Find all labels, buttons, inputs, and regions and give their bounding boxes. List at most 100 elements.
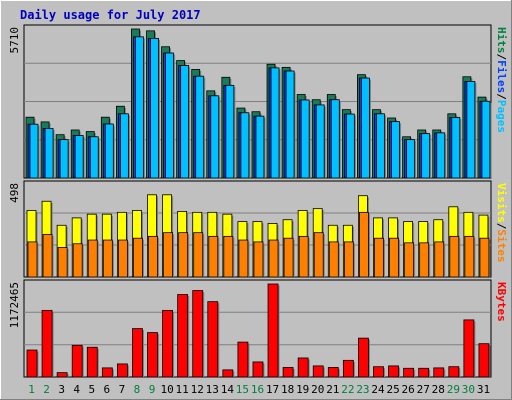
x-tick-label: 1 [28, 383, 35, 396]
bar-sites-day-23 [359, 211, 369, 278]
panel-top-legend: Hits/Files/Pages [495, 27, 508, 133]
bar-kbytes-day-18 [282, 367, 294, 378]
x-tick-label: 14 [221, 383, 235, 396]
bar-kbytes-day-26 [403, 367, 415, 378]
bar-pages-day-8 [135, 36, 144, 179]
legend-item: Pages [495, 100, 508, 133]
bar-sites-day-14 [223, 235, 234, 278]
legend-item: Files [495, 60, 508, 93]
bar-pages-day-20 [315, 104, 325, 179]
bar-pages-day-17 [270, 67, 280, 179]
bar-pages-day-27 [421, 133, 431, 179]
legend-item: / [495, 54, 508, 61]
bar-sites-day-21 [328, 241, 339, 278]
bar-sites-day-1 [27, 241, 38, 278]
bar-kbytes-day-8 [132, 328, 143, 378]
bar-kbytes-day-20 [312, 365, 324, 378]
bar-pages-day-28 [436, 132, 446, 179]
bar-kbytes-day-5 [86, 346, 98, 378]
x-tick-label: 21 [326, 383, 339, 396]
bar-kbytes-day-2 [41, 309, 53, 378]
bar-kbytes-day-6 [101, 367, 113, 378]
panel-mid: 498 Visits/Sites [8, 180, 508, 278]
bar-kbytes-day-15 [237, 341, 249, 378]
bar-sites-day-3 [57, 247, 68, 278]
bar-kbytes-day-1 [26, 349, 38, 378]
x-tick-label: 30 [462, 383, 475, 396]
bar-kbytes-day-17 [267, 283, 279, 378]
bar-kbytes-day-23 [358, 337, 369, 378]
x-tick-label: 29 [447, 383, 460, 396]
bar-sites-day-25 [389, 237, 399, 278]
bar-pages-day-7 [119, 113, 129, 179]
x-tick-label: 11 [176, 383, 189, 396]
x-tick-label: 26 [402, 383, 415, 396]
bar-sites-day-19 [298, 235, 309, 278]
bar-pages-day-6 [104, 123, 114, 179]
legend-item: Visits [495, 183, 508, 223]
bar-pages-day-3 [59, 139, 69, 179]
chart-title: Daily usage for July 2017 [20, 8, 201, 22]
bar-kbytes-day-22 [342, 359, 354, 378]
x-tick-label: 12 [191, 383, 204, 396]
bar-kbytes-day-13 [207, 301, 219, 378]
x-tick-label: 2 [43, 383, 50, 396]
x-tick-label: 4 [73, 383, 80, 396]
x-tick-label: 17 [266, 383, 279, 396]
bar-pages-day-21 [330, 99, 340, 179]
bar-pages-day-30 [466, 81, 476, 179]
bar-pages-day-11 [180, 65, 190, 179]
x-tick-label: 22 [341, 383, 354, 396]
bar-sites-day-8 [133, 237, 143, 278]
x-tick-label: 20 [311, 383, 324, 396]
bar-kbytes-day-11 [177, 294, 189, 378]
bar-kbytes-day-14 [222, 369, 234, 378]
bar-kbytes-day-27 [418, 367, 430, 378]
bar-kbytes-day-31 [478, 343, 490, 378]
bar-sites-day-27 [419, 242, 430, 278]
x-tick-label: 9 [149, 383, 156, 396]
x-tick-label: 25 [386, 383, 399, 396]
panel-bottom: 1172465 KBytes [8, 279, 508, 378]
bar-sites-day-5 [87, 239, 98, 278]
x-tick-label: 24 [371, 383, 385, 396]
legend-item: Sites [495, 229, 508, 262]
bar-pages-day-26 [406, 139, 416, 179]
bar-sites-day-17 [268, 239, 279, 278]
bar-kbytes-day-7 [116, 363, 128, 378]
x-tick-label: 16 [251, 383, 264, 396]
panel-bottom-max-label: 1172465 [8, 282, 21, 328]
bar-pages-day-23 [361, 77, 370, 179]
bar-pages-day-22 [345, 113, 355, 179]
panel-top-max-label: 5710 [8, 27, 21, 54]
x-tick-label: 7 [119, 383, 126, 396]
legend-item: / [495, 223, 508, 230]
bar-pages-day-14 [225, 84, 235, 179]
bar-pages-day-15 [240, 112, 250, 179]
bar-sites-day-12 [193, 232, 204, 278]
x-tick-label: 28 [432, 383, 445, 396]
bar-pages-day-24 [376, 113, 385, 179]
bar-pages-day-31 [481, 100, 491, 179]
bar-kbytes-day-16 [252, 361, 264, 378]
bar-sites-day-11 [178, 232, 189, 278]
bar-pages-day-29 [451, 117, 461, 179]
panel-mid-legend: Visits/Sites [495, 183, 508, 263]
bar-sites-day-13 [208, 235, 219, 278]
bar-sites-day-24 [374, 237, 384, 278]
bar-kbytes-day-9 [147, 332, 158, 378]
bar-pages-day-16 [255, 115, 265, 179]
bar-kbytes-day-24 [373, 366, 384, 378]
x-tick-label: 31 [477, 383, 490, 396]
bar-sites-day-18 [283, 237, 294, 278]
x-tick-label: 19 [296, 383, 309, 396]
panel-bottom-frame [23, 279, 492, 378]
x-axis-day-labels: 1 2 3 4 5 6 7 8 9 10 11 12 13 14 15 16 17 18 19 20 21 22 23 24 2… [28, 383, 490, 396]
bar-pages-day-4 [74, 135, 84, 179]
bar-kbytes-day-21 [327, 367, 339, 378]
panel-bottom-legend: KBytes [495, 282, 508, 322]
bar-sites-day-22 [343, 241, 354, 278]
bar-pages-day-10 [165, 52, 174, 179]
